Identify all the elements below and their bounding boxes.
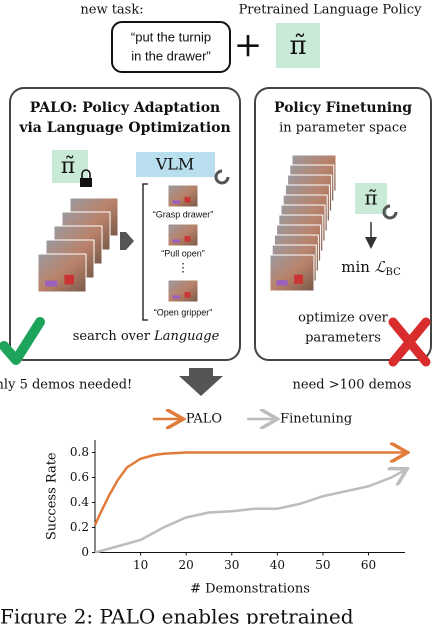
- objective: min ℒBC: [341, 258, 401, 278]
- x-tick-label: 60: [361, 558, 376, 572]
- optimize-label: parameters: [305, 331, 381, 346]
- legend-label: Finetuning: [280, 412, 352, 427]
- photo-detail: [276, 280, 288, 286]
- y-tick-label: 0.6: [70, 470, 89, 484]
- loop-icon: [382, 204, 398, 220]
- panel-title: via Language Optimization: [18, 120, 230, 136]
- photo-detail: [184, 236, 191, 242]
- x-axis-label: # Demonstrations: [190, 582, 310, 597]
- plus: +: [234, 25, 263, 65]
- panel-title: Policy Finetuning: [274, 100, 412, 116]
- y-tick-label: 0.2: [70, 520, 89, 534]
- step-label: “Pull open”: [161, 248, 205, 258]
- photo-detail: [172, 239, 180, 243]
- task-line: “put the turnip: [131, 29, 211, 44]
- y-axis-label: Success Rate: [45, 452, 60, 540]
- step-label: “Grasp drawer”: [153, 209, 214, 219]
- x-tick-label: 50: [315, 558, 330, 572]
- line-series: [94, 470, 405, 554]
- search-emphasis: Language: [153, 329, 220, 344]
- note: need >100 demos: [293, 378, 412, 393]
- line-series: [93, 453, 405, 526]
- photo-detail: [64, 274, 74, 285]
- legend-label: PALO: [186, 412, 222, 427]
- photo-detail: [184, 197, 191, 203]
- chart: 0 0.2 0.4 0.6 0.8 10 20 30 40 50 60 # Demonstration…: [45, 412, 406, 597]
- y-tick-label: 0.8: [70, 445, 89, 459]
- policy-symbol: π̃: [364, 186, 377, 210]
- note: only 5 demos needed!: [0, 378, 132, 393]
- search-text: search over: [73, 329, 151, 344]
- photo: [167, 279, 199, 303]
- vlm-label: VLM: [155, 155, 195, 174]
- x-tick-label: 40: [270, 558, 285, 572]
- loop-icon: [214, 169, 230, 185]
- policy-box: [276, 23, 320, 68]
- objective-op: min: [341, 258, 370, 276]
- x-mark: [388, 317, 431, 367]
- y-tick-label: 0: [81, 545, 89, 559]
- down-arrow: [179, 368, 223, 396]
- bracket: [142, 183, 148, 321]
- task-line: in the drawer”: [131, 48, 210, 63]
- step-label: “Open gripper”: [154, 307, 213, 317]
- policy-symbol: π̃: [289, 31, 306, 61]
- search-label: search over Language: [73, 329, 220, 344]
- photo-detail: [184, 292, 191, 298]
- lock-icon: [80, 169, 92, 187]
- policy-box: [355, 183, 387, 214]
- photo-detail: [172, 295, 180, 299]
- arrow: [120, 232, 134, 250]
- y-tick-label: 0.4: [70, 495, 89, 509]
- x-tick-label: 30: [224, 558, 239, 572]
- x-tick-label: 20: [179, 558, 194, 572]
- panel-subtitle: in parameter space: [279, 121, 407, 136]
- task-box: [111, 21, 231, 73]
- x-tick-label: 10: [133, 558, 148, 572]
- vlm-box: [136, 152, 215, 177]
- photo-detail: [294, 274, 303, 284]
- objective-subscript: BC: [386, 267, 402, 278]
- step-dots: ⋮: [177, 261, 189, 275]
- objective-symbol: ℒ: [375, 258, 387, 276]
- photo-detail: [172, 200, 180, 204]
- pretrained-label: Pretrained Language Policy: [239, 3, 423, 18]
- optimize-label: optimize over: [298, 311, 389, 326]
- check-mark: [0, 317, 45, 365]
- caption: Figure 2: PALO enables pretrained: [0, 605, 354, 624]
- new-task-label: new task:: [80, 3, 143, 18]
- photo-detail: [45, 280, 58, 287]
- policy-symbol: π̃: [61, 154, 75, 179]
- panel-title: PALO: Policy Adaptation: [30, 100, 220, 116]
